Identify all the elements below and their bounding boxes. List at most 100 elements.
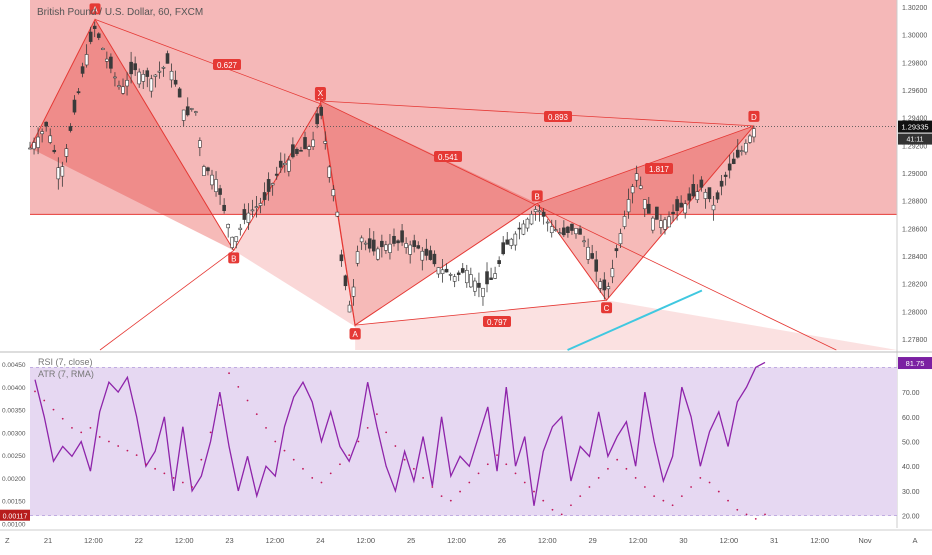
candle-body bbox=[408, 244, 412, 255]
candle-body bbox=[638, 185, 643, 189]
candle-body bbox=[634, 173, 639, 181]
atr-dot bbox=[117, 445, 120, 447]
candle-body bbox=[525, 218, 530, 229]
candle-body bbox=[545, 221, 550, 224]
candle-body bbox=[412, 240, 417, 247]
pattern2-point-b: B bbox=[535, 192, 540, 201]
atr-tick-label: 0.00350 bbox=[2, 408, 26, 415]
ratio-label-5-bg bbox=[544, 111, 572, 122]
price-tick-label: 1.29000 bbox=[902, 171, 927, 178]
atr-dot bbox=[274, 440, 277, 443]
ratio-label-1: 0.627 bbox=[217, 61, 238, 70]
candle-body bbox=[169, 70, 174, 81]
ratio-label-4-bg bbox=[645, 163, 673, 174]
bottom-left-label: Z bbox=[5, 536, 10, 545]
ratio-label-2: 0.541 bbox=[438, 153, 459, 162]
pattern1-point-a: A bbox=[92, 5, 98, 14]
candle-body bbox=[80, 66, 85, 74]
candle-body bbox=[367, 238, 372, 249]
candle-body bbox=[440, 269, 445, 274]
candle-body bbox=[416, 245, 421, 249]
time-tick-label: 12:00 bbox=[538, 536, 557, 545]
price-tick-label: 1.27800 bbox=[902, 337, 927, 344]
time-tick-label: 12:00 bbox=[719, 536, 738, 545]
atr-dot bbox=[255, 413, 258, 416]
atr-tick-label: 0.00300 bbox=[2, 430, 26, 437]
pattern2-point-d: D bbox=[751, 113, 757, 122]
pattern1-point-b-bg bbox=[228, 252, 240, 264]
price-tick-label: 1.29400 bbox=[902, 116, 927, 123]
price-tick-label: 1.29800 bbox=[902, 60, 927, 67]
candle-body bbox=[396, 240, 400, 244]
rsi-tick-label: 60.00 bbox=[902, 415, 920, 422]
candle-body bbox=[723, 174, 728, 177]
atr-dot bbox=[477, 472, 480, 475]
price-tick-label: 1.28800 bbox=[902, 199, 927, 206]
atr-dot bbox=[736, 508, 739, 511]
candle-body bbox=[659, 220, 663, 228]
candle-body bbox=[210, 174, 214, 186]
candle-body bbox=[177, 88, 182, 98]
candle-body bbox=[295, 148, 299, 154]
pattern1-leg1-fill bbox=[30, 19, 234, 251]
candle-body bbox=[76, 91, 81, 94]
atr-dot bbox=[449, 499, 452, 502]
candle-body bbox=[687, 193, 692, 201]
pattern1-diag bbox=[94, 18, 321, 105]
candle-body bbox=[505, 239, 510, 245]
candle-body bbox=[343, 275, 348, 287]
time-tick-label: Nov bbox=[858, 536, 872, 545]
candle-body bbox=[602, 279, 607, 291]
atr-dot bbox=[496, 454, 498, 457]
candle-body bbox=[473, 280, 477, 292]
time-tick-label: 21 bbox=[44, 536, 52, 545]
candle-body bbox=[161, 66, 166, 69]
rsi-tick-label: 50.00 bbox=[902, 440, 920, 447]
candle-body bbox=[493, 273, 497, 279]
candle-body bbox=[448, 274, 453, 276]
candle-body bbox=[679, 202, 683, 208]
candle-body bbox=[36, 136, 40, 148]
time-tick-label: 22 bbox=[135, 536, 143, 545]
candle-body bbox=[695, 191, 700, 201]
candle-body bbox=[339, 254, 344, 262]
atr-dot bbox=[108, 440, 110, 443]
atr-dot bbox=[570, 504, 572, 507]
candle-body bbox=[452, 276, 457, 282]
candle-body bbox=[566, 226, 570, 233]
time-tick-label: 26 bbox=[498, 536, 506, 545]
atr-dot bbox=[542, 499, 545, 502]
atr-dot bbox=[311, 477, 314, 479]
candle-body bbox=[323, 140, 328, 144]
atr-dot bbox=[533, 490, 535, 493]
atr-dot bbox=[89, 426, 92, 429]
atr-dot bbox=[52, 408, 55, 411]
candle-body bbox=[32, 142, 36, 150]
candle-body bbox=[60, 166, 65, 177]
atr-dot bbox=[551, 508, 554, 511]
atr-dot bbox=[597, 477, 600, 479]
candle-body bbox=[72, 99, 77, 113]
price-tick-label: 1.28200 bbox=[902, 282, 927, 289]
candle-body bbox=[307, 146, 311, 150]
candle-body bbox=[278, 160, 283, 168]
candle-body bbox=[642, 199, 647, 210]
atr-dot bbox=[218, 404, 221, 406]
price-tick-label: 1.28600 bbox=[902, 226, 927, 233]
time-tick-label: 29 bbox=[588, 536, 596, 545]
ratio-label-3-bg bbox=[483, 316, 511, 327]
candle-body bbox=[744, 142, 748, 153]
countdown-label: 41:11 bbox=[907, 137, 924, 144]
candle-body bbox=[351, 286, 356, 297]
candle-body bbox=[189, 108, 194, 110]
ratio-label-4: 1.817 bbox=[649, 165, 670, 174]
candle-body bbox=[748, 135, 752, 143]
atr-dot bbox=[634, 477, 637, 479]
candle-body bbox=[113, 76, 117, 79]
bearish-zone bbox=[30, 0, 897, 215]
candle-body bbox=[198, 140, 202, 148]
pattern2-point-a-bg bbox=[349, 328, 361, 340]
ratio-label-2-bg bbox=[434, 151, 462, 162]
